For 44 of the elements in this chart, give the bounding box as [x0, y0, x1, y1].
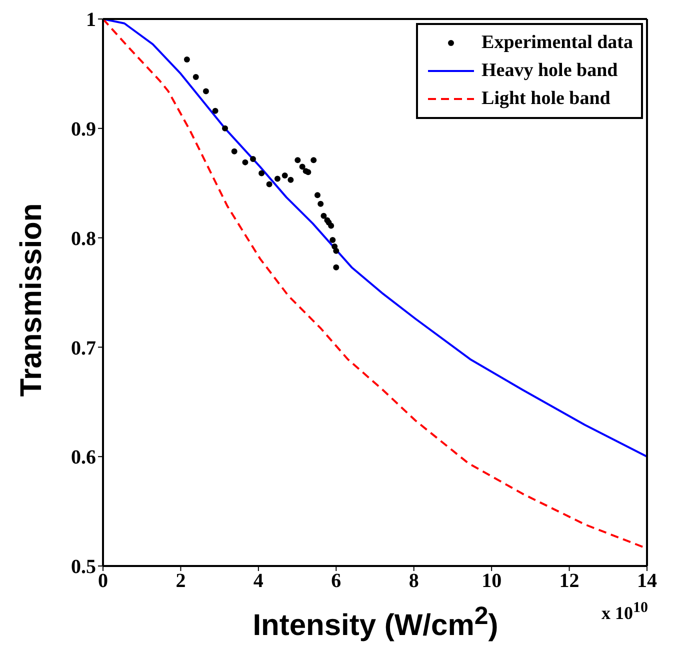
point [330, 236, 336, 243]
x-tick-label: 0 [98, 570, 108, 592]
point [314, 192, 320, 198]
point [184, 56, 190, 62]
point [212, 108, 218, 114]
y-axis-title: Transmission [15, 203, 49, 397]
point [328, 222, 334, 229]
x-tick-label: 10 [482, 570, 502, 592]
point [320, 212, 327, 219]
y-tick-label: 0.9 [71, 118, 96, 140]
legend-label: Experimental data [482, 32, 633, 54]
y-tick-label: 0.8 [71, 228, 96, 250]
point [299, 164, 306, 170]
x-tick-label: 12 [559, 570, 580, 592]
y-tick-label: 1 [86, 9, 96, 32]
x-axis-title: Intensity (W/cm$^{2}$) [252, 602, 498, 642]
point [274, 176, 280, 182]
text: x 10$^{10}$ [602, 600, 648, 624]
point [231, 148, 238, 154]
point [333, 264, 340, 270]
y-tick-label: 0.7 [71, 337, 96, 360]
x-tick-label: 8 [408, 570, 419, 592]
point [250, 156, 256, 162]
point [318, 200, 324, 207]
point [333, 248, 340, 254]
point [266, 181, 272, 188]
point [282, 172, 288, 178]
point [192, 74, 199, 80]
legend-label: Heavy hole band [482, 60, 618, 82]
x-tick-label: 4 [253, 570, 264, 592]
x-tick-label: 2 [176, 570, 186, 592]
y-tick-label: 0.5 [71, 556, 96, 578]
point [310, 157, 317, 164]
x-tick-label: 6 [331, 570, 342, 592]
point [258, 170, 265, 176]
y-tick-label: 0.6 [71, 446, 96, 469]
point [294, 157, 301, 164]
point [242, 159, 248, 166]
point [288, 176, 294, 183]
point [222, 125, 228, 132]
point [305, 169, 312, 176]
legend-label: Light hole band [482, 88, 610, 110]
point [202, 88, 209, 94]
x-tick-label: 14 [637, 570, 657, 592]
